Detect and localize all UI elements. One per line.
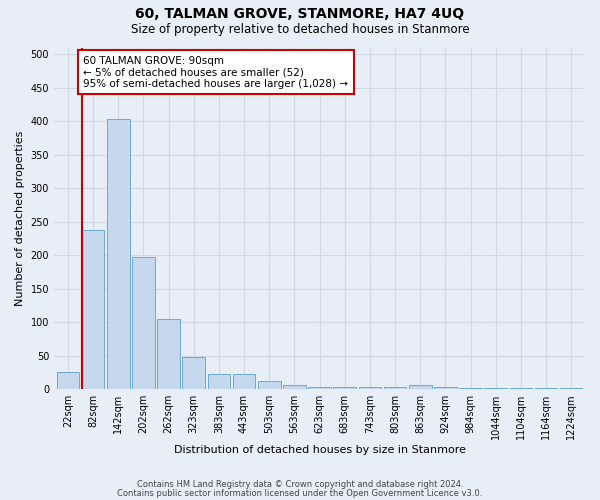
Bar: [383, 387, 406, 389]
Text: Contains public sector information licensed under the Open Government Licence v3: Contains public sector information licen…: [118, 488, 482, 498]
Text: Contains HM Land Registry data © Crown copyright and database right 2024.: Contains HM Land Registry data © Crown c…: [137, 480, 463, 489]
Text: 60, TALMAN GROVE, STANMORE, HA7 4UQ: 60, TALMAN GROVE, STANMORE, HA7 4UQ: [136, 8, 464, 22]
Bar: [208, 374, 230, 389]
Bar: [233, 374, 256, 389]
Bar: [334, 387, 356, 389]
Bar: [157, 319, 180, 389]
Bar: [182, 357, 205, 389]
Bar: [308, 387, 331, 389]
Bar: [484, 388, 507, 389]
Y-axis label: Number of detached properties: Number of detached properties: [15, 130, 25, 306]
Bar: [107, 119, 130, 389]
Bar: [560, 388, 583, 389]
Bar: [283, 385, 305, 389]
Text: 60 TALMAN GROVE: 90sqm
← 5% of detached houses are smaller (52)
95% of semi-deta: 60 TALMAN GROVE: 90sqm ← 5% of detached …: [83, 56, 349, 88]
Bar: [56, 372, 79, 389]
Bar: [434, 387, 457, 389]
Bar: [535, 388, 557, 389]
Bar: [132, 257, 155, 389]
Bar: [409, 385, 431, 389]
Bar: [509, 388, 532, 389]
Bar: [459, 388, 482, 389]
Bar: [258, 381, 281, 389]
X-axis label: Distribution of detached houses by size in Stanmore: Distribution of detached houses by size …: [173, 445, 466, 455]
Bar: [359, 387, 381, 389]
Text: Size of property relative to detached houses in Stanmore: Size of property relative to detached ho…: [131, 22, 469, 36]
Bar: [82, 230, 104, 389]
